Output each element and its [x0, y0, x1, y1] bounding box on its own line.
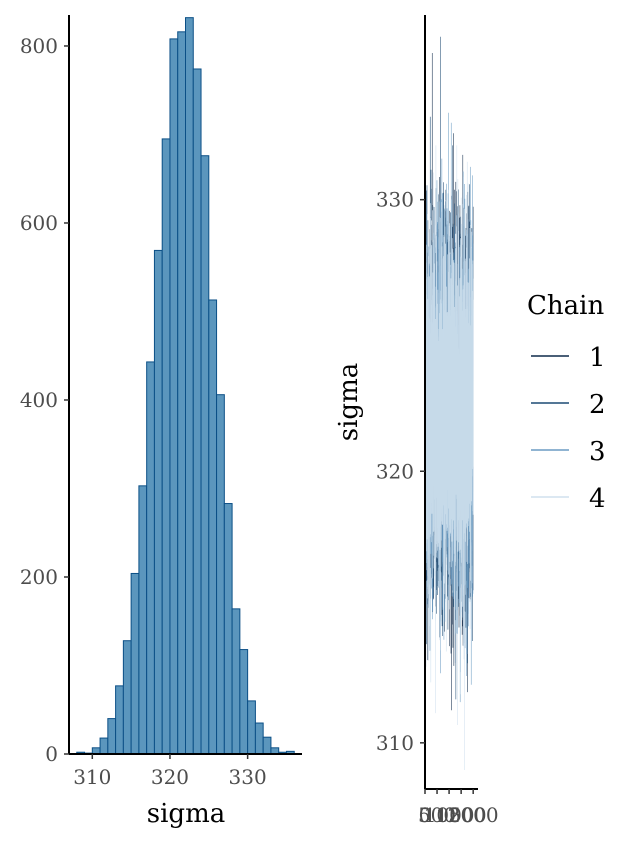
chain-legend: Chain 1 2 3 4 — [527, 291, 606, 514]
legend-label-chain-1: 1 — [589, 343, 606, 373]
histogram-x-tick-label: 330 — [229, 765, 267, 789]
histogram-bar — [153, 249, 163, 755]
histogram-bar — [99, 737, 109, 755]
histogram-bar — [262, 736, 272, 755]
histogram-bar — [138, 485, 148, 755]
histogram-y-tick-label: 200 — [20, 565, 58, 589]
histogram-bar — [107, 718, 117, 755]
histogram-y-tick-label: 800 — [20, 34, 58, 58]
histogram-bar — [239, 649, 249, 755]
histogram-bars — [76, 17, 295, 755]
histogram-y-tick-label: 0 — [45, 742, 58, 766]
trace-x-tick-label: 0 — [419, 803, 432, 827]
legend-label-chain-3: 3 — [589, 437, 606, 467]
histogram-bar — [122, 640, 132, 755]
histogram-panel: 0 200 400 600 800 310 320 330 sigma — [20, 15, 302, 829]
histogram-x-ticks: 310 320 330 — [73, 754, 267, 789]
histogram-bar — [161, 138, 171, 755]
trace-line-chain-4 — [424, 145, 474, 771]
trace-lines — [424, 36, 474, 771]
trace-x-tick-label: 500 — [418, 803, 456, 827]
histogram-bar — [216, 394, 225, 755]
legend-title: Chain — [527, 291, 604, 321]
histogram-x-axis-title: sigma — [147, 799, 225, 829]
trace-y-ticks: 310 320 330 — [376, 188, 425, 755]
trace-x-tick-label: 2000 — [448, 803, 499, 827]
histogram-y-tick-label: 400 — [20, 388, 58, 412]
trace-y-tick-label: 330 — [376, 188, 414, 212]
trace-y-axis-title: sigma — [334, 363, 364, 441]
histogram-bar — [177, 31, 187, 755]
trace-x-tick-label: 1500 — [436, 803, 487, 827]
histogram-x-tick-label: 310 — [73, 765, 111, 789]
legend-label-chain-4: 4 — [589, 484, 606, 514]
trace-y-tick-label: 310 — [376, 731, 414, 755]
histogram-bar — [208, 299, 218, 755]
histogram-bar — [254, 722, 264, 755]
histogram-bar — [231, 608, 241, 755]
trace-x-tick-label: 1000 — [424, 803, 475, 827]
histogram-bar — [192, 68, 202, 755]
histogram-bar — [130, 572, 140, 755]
histogram-bar — [185, 17, 194, 755]
histogram-bar — [200, 155, 210, 755]
histogram-bar — [169, 38, 179, 755]
histogram-x-tick-label: 320 — [151, 765, 189, 789]
trace-y-tick-label: 320 — [376, 459, 414, 483]
legend-entries: 1 2 3 4 — [531, 343, 606, 514]
histogram-bar — [247, 700, 256, 755]
histogram-y-ticks: 0 200 400 600 800 — [20, 34, 69, 766]
histogram-y-tick-label: 600 — [20, 211, 58, 235]
histogram-bar — [115, 685, 124, 755]
legend-label-chain-2: 2 — [589, 390, 606, 420]
histogram-bar — [146, 361, 155, 755]
histogram-bar — [223, 503, 233, 755]
